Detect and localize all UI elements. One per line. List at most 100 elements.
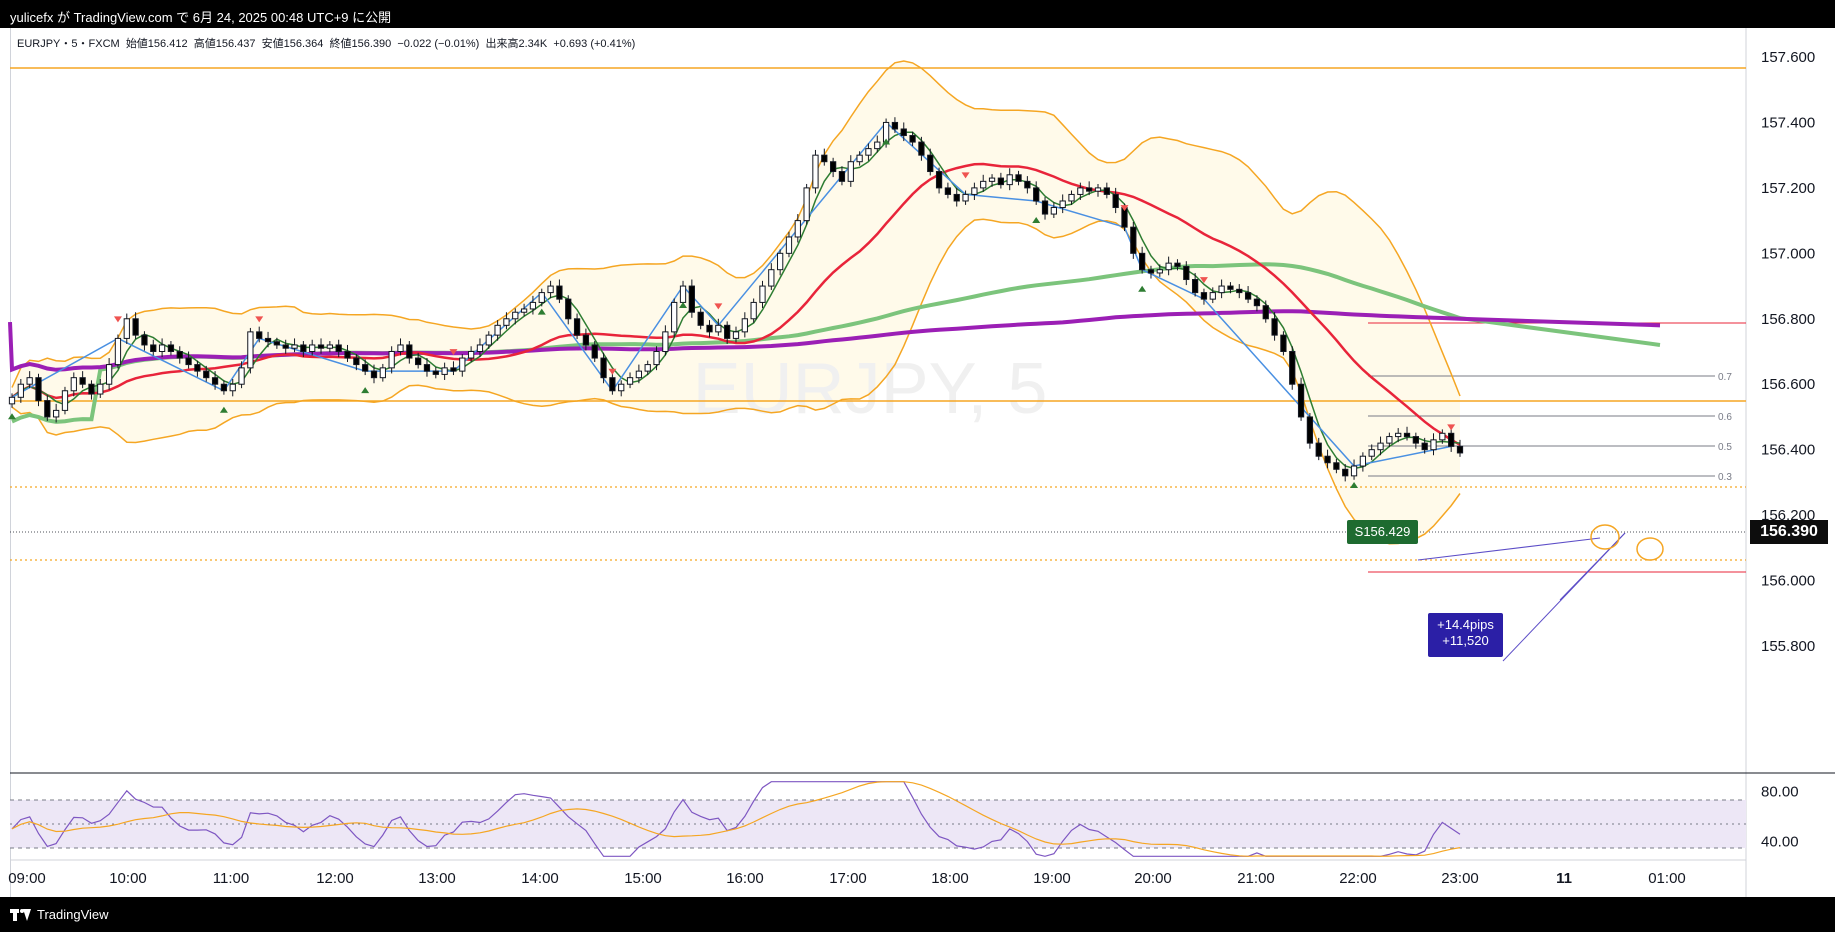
- publish-bar: yulicefx が TradingView.com で 6月 24, 2025…: [0, 0, 1835, 28]
- candle-bear: [406, 344, 413, 359]
- time-tick: 20:00: [1134, 870, 1172, 887]
- candle-bull: [679, 285, 687, 303]
- candle-bull: [379, 367, 386, 379]
- price-axis[interactable]: 157.600 157.400 157.200 157.000 156.800 156.6…: [1761, 49, 1815, 655]
- candle-bull: [503, 318, 510, 326]
- candle-bull: [1077, 187, 1084, 195]
- time-tick: 22:00: [1339, 870, 1377, 887]
- bollinger-fill-area: [12, 61, 1460, 544]
- price-chart[interactable]: EURJPY, 5 0.7 0.6 0.5 0.3 157.600 157.400…: [0, 28, 1835, 897]
- fib-label-4: 0.3: [1718, 472, 1732, 483]
- time-tick: 10:00: [109, 870, 147, 887]
- swing-low-marker: [537, 308, 546, 315]
- candle-bull: [1430, 439, 1437, 451]
- candle-bear: [1033, 187, 1040, 202]
- legend-symbol[interactable]: EURJPY・5・FXCM: [17, 38, 120, 50]
- swing-low-marker: [219, 406, 228, 413]
- candle-bull: [1068, 193, 1075, 202]
- candle-bull: [238, 367, 245, 385]
- candle-bear: [256, 331, 263, 339]
- candle-bear: [935, 171, 943, 189]
- candle-bear: [176, 351, 183, 359]
- candle-bear: [1297, 383, 1305, 418]
- candles: [8, 117, 1464, 482]
- candle-bear: [450, 367, 457, 372]
- candle-bull: [1094, 187, 1102, 192]
- candle-bear: [1253, 298, 1261, 307]
- candle-bear: [556, 285, 563, 300]
- candle-bull: [856, 154, 863, 163]
- candle-bear: [132, 318, 139, 336]
- fib-label-1: 0.7: [1718, 372, 1732, 383]
- candle-bear: [79, 377, 86, 385]
- swing-high-marker: [113, 316, 122, 323]
- candle-bull: [732, 331, 740, 339]
- candle-bear: [1041, 200, 1049, 215]
- candle-bull: [538, 292, 545, 303]
- time-axis[interactable]: 09:00 10:00 11:00 12:00 13:00 14:00 15:00 16:00…: [8, 870, 1686, 887]
- swing-high-marker: [449, 349, 458, 356]
- candle-bear: [997, 177, 1005, 186]
- candle-bear: [697, 311, 704, 326]
- candle-bull: [114, 337, 122, 366]
- swing-low-marker: [1138, 285, 1147, 292]
- pips-label[interactable]: +14.4pips +11,520: [1428, 613, 1503, 657]
- trendline-cross[interactable]: [1559, 532, 1626, 601]
- price-tick: 156.000: [1761, 573, 1815, 590]
- rsi-axis[interactable]: 80.00 40.00: [1761, 784, 1799, 851]
- candle-bull: [520, 308, 528, 313]
- candle-bear: [582, 334, 590, 346]
- price-tick: 157.200: [1761, 180, 1815, 197]
- candle-bull: [1395, 432, 1402, 438]
- candle-bear: [203, 370, 210, 379]
- candle-bull: [847, 161, 854, 182]
- candle-bear: [1236, 288, 1243, 294]
- candle-bull: [653, 351, 660, 366]
- candle-bull: [326, 344, 333, 349]
- time-tick: 01:00: [1648, 870, 1686, 887]
- trendline-s[interactable]: [1417, 537, 1601, 561]
- candle-bear: [1448, 432, 1455, 447]
- candle-bear: [1112, 193, 1119, 209]
- candle-bull: [1359, 455, 1367, 467]
- candle-bull: [459, 357, 466, 372]
- candle-bear: [1280, 334, 1287, 352]
- stop-label[interactable]: S156.429: [1347, 520, 1418, 544]
- candle-bull: [750, 301, 757, 320]
- candle-bear: [264, 337, 272, 343]
- candle-bull: [1350, 465, 1358, 477]
- candle-bull: [547, 285, 554, 294]
- bollinger-upper: [11, 60, 1461, 397]
- candle-bull: [105, 364, 113, 385]
- candle-bull: [671, 301, 678, 333]
- swing-low-marker: [1350, 482, 1359, 489]
- price-tick: 157.600: [1761, 49, 1815, 66]
- candle-bull: [1377, 442, 1384, 451]
- candle-bull: [123, 318, 130, 339]
- candle-bear: [88, 383, 95, 395]
- candle-bear: [1262, 305, 1269, 320]
- legend-close: 終値156.390: [329, 38, 392, 50]
- candle-bear: [565, 298, 572, 320]
- candle-bull: [1368, 449, 1375, 457]
- footer-bar: TradingView: [0, 897, 1835, 932]
- candle-bear: [1015, 174, 1022, 182]
- candle-bear: [900, 128, 907, 137]
- candle-bear: [1421, 442, 1428, 451]
- candle-bear: [370, 370, 378, 379]
- candle-bull: [529, 301, 537, 310]
- candle-bear: [1333, 462, 1340, 470]
- candle-bull: [397, 344, 404, 353]
- legend-change: −0.022 (−0.01%): [397, 38, 480, 50]
- candle-bull: [626, 377, 634, 385]
- candle-bull: [865, 148, 872, 156]
- candle-bull: [759, 285, 766, 303]
- candle-bear: [1324, 455, 1331, 464]
- highlight-circle-2: [1636, 537, 1664, 561]
- time-tick: 14:00: [521, 870, 559, 887]
- swing-high-marker: [1199, 277, 1208, 284]
- time-tick: 11: [1556, 870, 1572, 887]
- candle-bear: [1342, 468, 1349, 477]
- tradingview-logo[interactable]: TradingView: [10, 907, 109, 922]
- legend-high: 高値156.437: [193, 38, 256, 50]
